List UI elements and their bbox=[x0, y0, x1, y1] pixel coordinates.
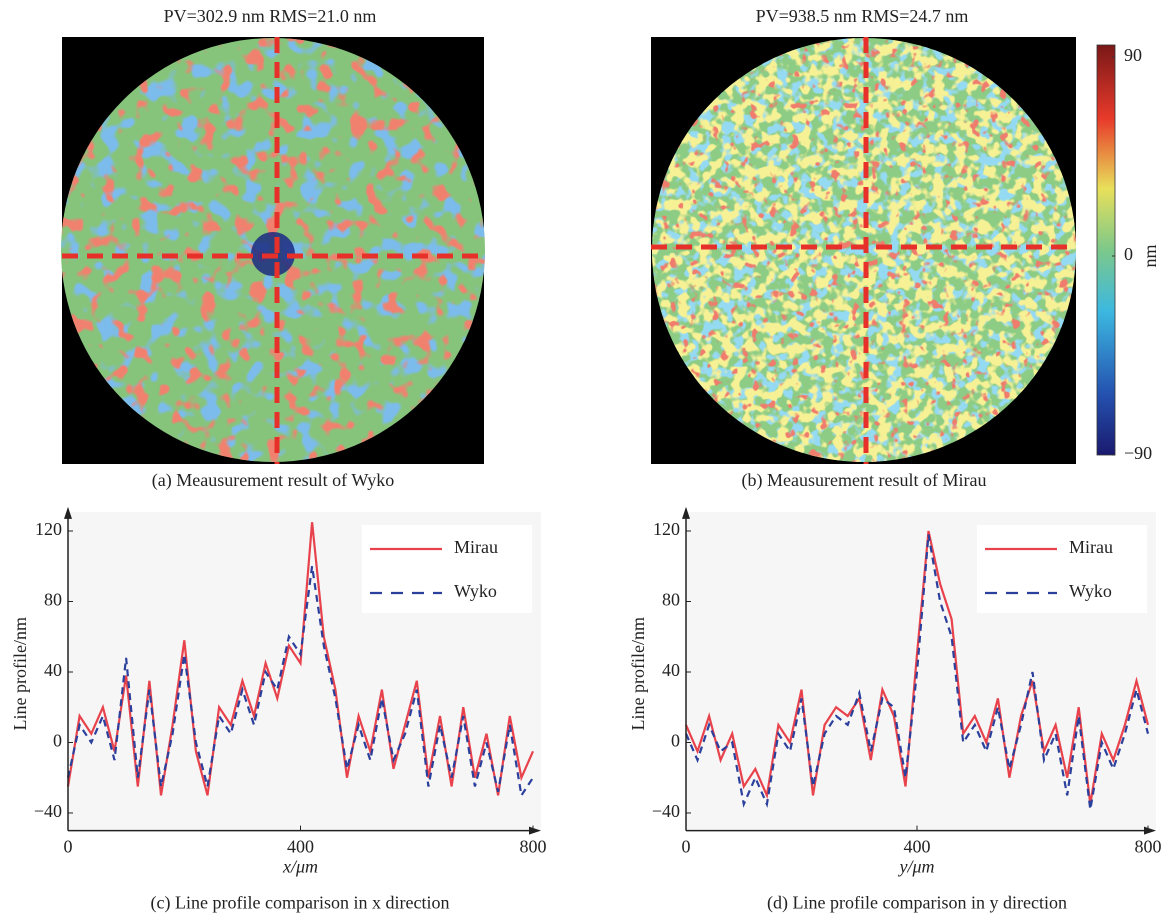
plot-area bbox=[684, 530, 1150, 810]
colorbar bbox=[1096, 44, 1116, 456]
x-tick-label: 0 bbox=[682, 837, 691, 857]
panel-title: PV=302.9 nm RMS=21.0 nm bbox=[164, 6, 377, 26]
colorbar-tick-label: 0 bbox=[1124, 244, 1133, 264]
panel-title: PV=938.5 nm RMS=24.7 nm bbox=[756, 6, 969, 26]
y-tick-label: −40 bbox=[34, 801, 62, 821]
y-tick-label: 120 bbox=[35, 519, 62, 539]
y-tick-label: 40 bbox=[662, 660, 680, 680]
y-tick-label: 0 bbox=[671, 731, 680, 751]
line-series bbox=[684, 534, 1150, 810]
legend-box bbox=[362, 525, 532, 613]
plot-area bbox=[66, 522, 535, 799]
colorbar-tick-label: −90 bbox=[1124, 443, 1152, 463]
colorbar-tick-label: 90 bbox=[1124, 45, 1142, 65]
caption: (d) Line profile comparison in y directi… bbox=[767, 893, 1067, 914]
caption: (c) Line profile comparison in x directi… bbox=[151, 893, 450, 914]
y-tick-label: 40 bbox=[44, 660, 62, 680]
line-series bbox=[66, 566, 534, 799]
y-tick-label: 80 bbox=[44, 590, 62, 610]
caption: (b) Meausurement result of Mirau bbox=[742, 470, 987, 491]
y-tick-label: 80 bbox=[662, 590, 680, 610]
caption: (a) Meausurement result of Wyko bbox=[152, 470, 395, 491]
y-axis-arrow bbox=[64, 506, 72, 519]
legend-label: Mirau bbox=[1069, 537, 1113, 557]
x-tick-label: 0 bbox=[64, 837, 73, 857]
colorbar-label: nm bbox=[1140, 244, 1160, 267]
y-tick-label: −40 bbox=[652, 801, 680, 821]
x-axis-arrow bbox=[1144, 826, 1156, 835]
x-axis-arrow bbox=[529, 826, 541, 835]
y-tick-label: 120 bbox=[653, 519, 680, 539]
heatmap-a bbox=[61, 37, 485, 464]
y-axis-label: Line profile/nm bbox=[10, 617, 30, 730]
x-axis-label: x/μm bbox=[282, 857, 318, 877]
legend-label: Mirau bbox=[454, 537, 498, 557]
x-tick-label: 800 bbox=[1135, 837, 1162, 857]
legend-label: Wyko bbox=[1069, 581, 1112, 601]
line-series bbox=[684, 530, 1150, 805]
x-axis-label: y/μm bbox=[897, 857, 934, 877]
heatmap-b bbox=[651, 37, 1076, 464]
y-axis-arrow bbox=[682, 506, 690, 519]
x-tick-label: 400 bbox=[287, 837, 314, 857]
legend-box bbox=[977, 525, 1147, 613]
x-tick-label: 800 bbox=[520, 837, 547, 857]
y-tick-label: 0 bbox=[53, 731, 62, 751]
legend-label: Wyko bbox=[454, 581, 497, 601]
x-tick-label: 400 bbox=[904, 837, 931, 857]
y-axis-label: Line profile/nm bbox=[628, 617, 648, 730]
